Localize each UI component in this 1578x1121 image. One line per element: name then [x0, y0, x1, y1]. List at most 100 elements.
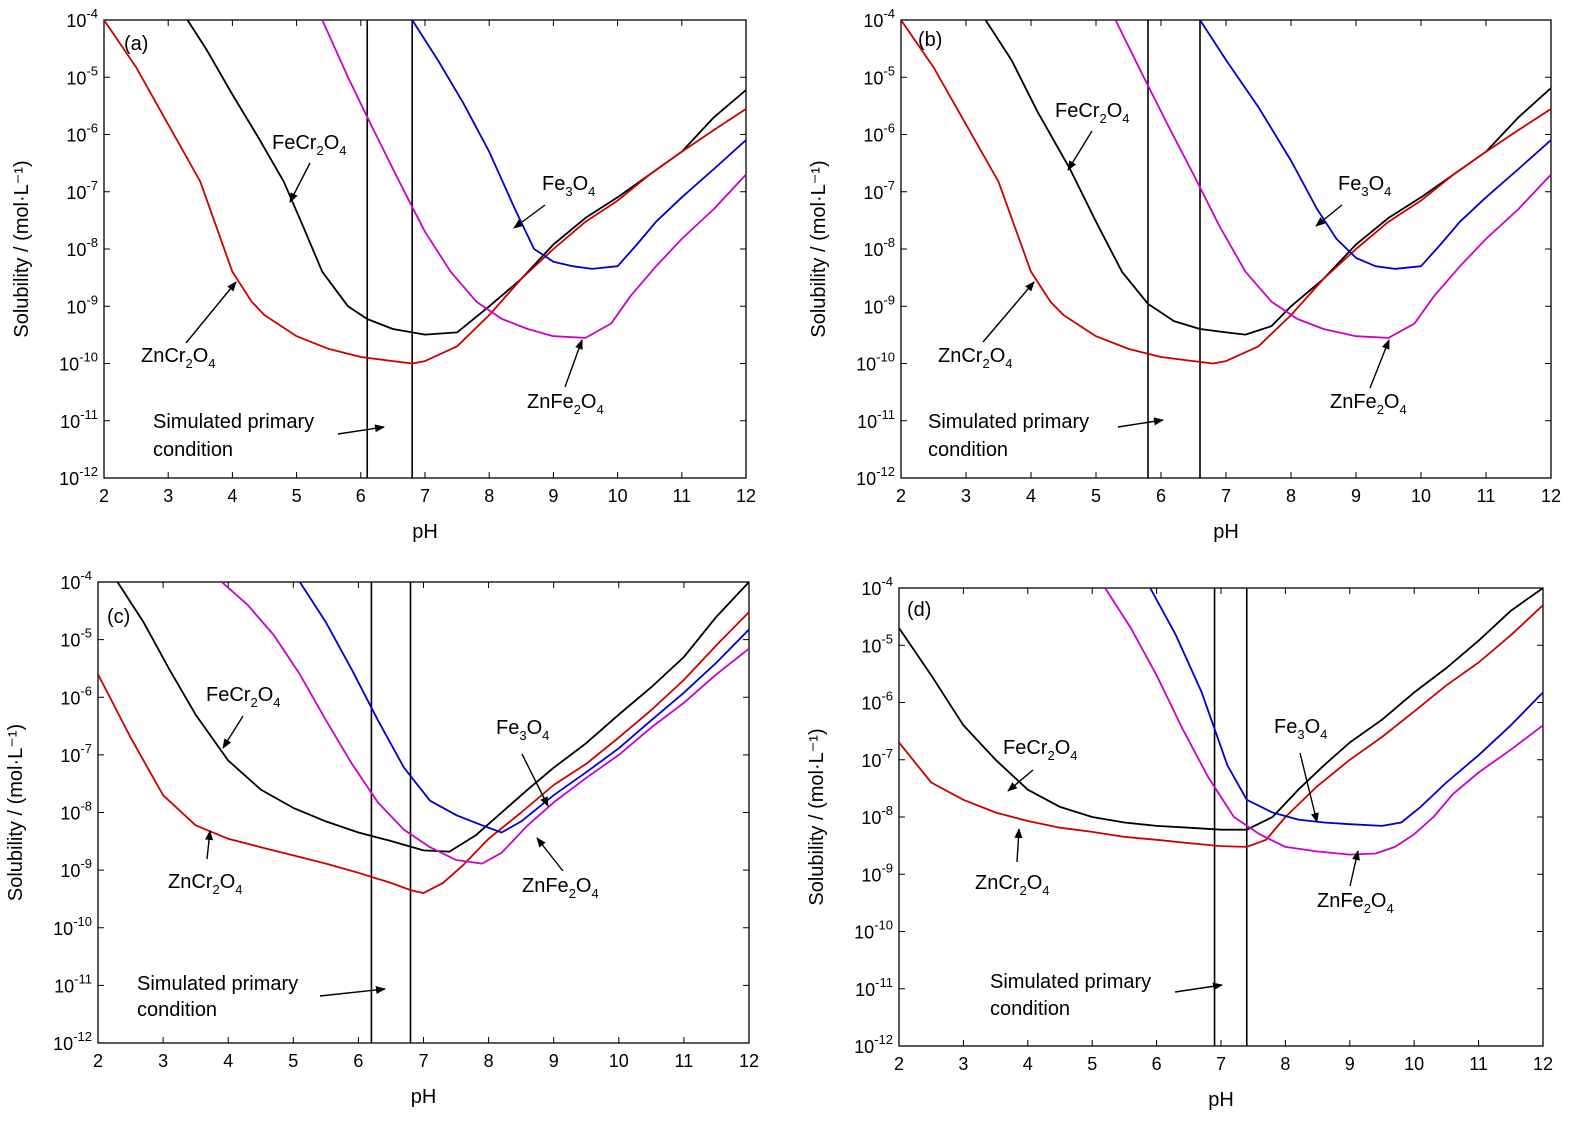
label-znfe2o4: ZnFe2O4 — [527, 391, 604, 417]
arrow-fecr2o4 — [1067, 130, 1093, 171]
x-axis-label: pH — [412, 521, 438, 543]
x-tick-label: 6 — [1152, 1054, 1162, 1074]
series-line-zncr2o4 — [98, 611, 749, 894]
panel-label: (c) — [107, 606, 130, 628]
series-line-zncr2o4 — [899, 604, 1543, 848]
arrow-zncr2o4 — [1014, 828, 1023, 863]
x-tick-label: 8 — [484, 486, 494, 506]
x-tick-label: 5 — [1087, 1054, 1097, 1074]
label-fe3o4: Fe3O4 — [496, 717, 549, 743]
y-tick-label: 10-7 — [60, 741, 92, 766]
x-tick-label: 5 — [292, 486, 302, 506]
x-tick-label: 6 — [1156, 486, 1166, 506]
x-tick-label: 2 — [93, 1051, 103, 1071]
y-tick-label: 10-6 — [66, 121, 98, 146]
x-tick-label: 4 — [227, 486, 237, 506]
label-condition: condition — [928, 439, 1008, 461]
y-tick-label: 10-12 — [53, 1029, 92, 1054]
y-tick-label: 10-5 — [861, 631, 893, 656]
label-fe3o4: Fe3O4 — [542, 173, 595, 199]
y-axis-label: Solubility / (mol·L⁻¹) — [806, 728, 828, 905]
y-tick-label: 10-7 — [861, 746, 893, 771]
chart-panel-1: 2 3 4 5 6 7 8 9 10 11 12 10-12 10-11 10-10 10-9 10-8 10-… — [11, 6, 756, 543]
series-line-zncr2o4 — [901, 20, 1551, 365]
x-axis-label: pH — [1213, 521, 1239, 543]
x-tick-label: 2 — [896, 486, 906, 506]
x-tick-label: 10 — [608, 486, 628, 506]
label-fecr2o4: FeCr2O4 — [206, 684, 280, 710]
panel-label: (a) — [124, 33, 148, 55]
y-tick-label: 10-9 — [66, 292, 98, 317]
label-fecr2o4: FeCr2O4 — [272, 132, 346, 158]
x-tick-label: 11 — [1469, 1054, 1488, 1074]
label-zncr2o4: ZnCr2O4 — [168, 871, 242, 897]
label-znfe2o4: ZnFe2O4 — [522, 875, 599, 901]
x-tick-label: 11 — [672, 486, 691, 506]
label-zncr2o4: ZnCr2O4 — [938, 345, 1012, 371]
arrow-fe3o4 — [1315, 204, 1343, 227]
series-line-fecr2o4 — [899, 588, 1543, 831]
series-line-fe3o4 — [299, 582, 749, 834]
chart-panel-2: 2 3 4 5 6 7 8 9 10 11 12 10-12 10-11 10-10 10-9 10-8 10-… — [808, 6, 1561, 543]
x-tick-label: 2 — [99, 486, 109, 506]
y-tick-label: 10-11 — [855, 975, 893, 1000]
arrow-fecr2o4 — [289, 162, 311, 203]
y-tick-label: 10-11 — [857, 407, 895, 432]
x-tick-label: 2 — [894, 1054, 904, 1074]
y-tick-label: 10-5 — [66, 63, 98, 88]
x-tick-label: 7 — [418, 1051, 428, 1071]
x-tick-label: 12 — [1541, 486, 1561, 506]
y-tick-label: 10-12 — [59, 464, 98, 489]
series-line-znfe2o4 — [321, 20, 746, 339]
y-tick-label: 10-12 — [856, 464, 895, 489]
label-znfe2o4: ZnFe2O4 — [1317, 890, 1394, 916]
x-tick-label: 7 — [420, 486, 430, 506]
x-tick-label: 12 — [736, 486, 756, 506]
x-tick-label: 6 — [356, 486, 366, 506]
y-tick-label: 10-7 — [863, 178, 895, 203]
label-fecr2o4: FeCr2O4 — [1003, 737, 1077, 763]
series-line-znfe2o4 — [1114, 20, 1551, 339]
y-tick-label: 10-7 — [66, 178, 98, 203]
y-tick-label: 10-11 — [60, 407, 98, 432]
y-tick-label: 10-4 — [60, 568, 92, 593]
y-tick-label: 10-8 — [863, 235, 895, 260]
arrow-simulated-condition — [337, 424, 385, 435]
x-tick-label: 10 — [609, 1051, 629, 1071]
x-axis-label: pH — [1208, 1089, 1234, 1111]
label-znfe2o4: ZnFe2O4 — [1330, 391, 1407, 417]
y-tick-label: 10-6 — [861, 689, 893, 714]
chart-panel-4: 2 3 4 5 6 7 8 9 10 11 12 10-12 10-11 10-10 10-9 10-8 10-… — [806, 574, 1553, 1111]
x-tick-label: 7 — [1216, 1054, 1226, 1074]
y-tick-label: 10-10 — [854, 918, 893, 943]
label-simulated-primary: Simulated primary — [137, 973, 298, 995]
arrow-fecr2o4 — [222, 715, 244, 749]
arrow-fe3o4 — [513, 204, 546, 229]
y-tick-label: 10-5 — [60, 626, 92, 651]
x-tick-label: 10 — [1411, 486, 1431, 506]
x-tick-label: 3 — [958, 1054, 968, 1074]
y-tick-label: 10-4 — [863, 6, 895, 31]
x-tick-label: 5 — [1091, 486, 1101, 506]
label-condition: condition — [137, 999, 217, 1021]
y-tick-label: 10-9 — [863, 292, 895, 317]
x-tick-label: 4 — [1026, 486, 1036, 506]
arrow-znfe2o4 — [1369, 339, 1390, 389]
x-tick-label: 9 — [548, 486, 558, 506]
panel-label: (b) — [918, 29, 942, 51]
y-tick-label: 10-8 — [66, 235, 98, 260]
label-condition: condition — [153, 439, 233, 461]
x-tick-label: 8 — [1280, 1054, 1290, 1074]
y-tick-label: 10-9 — [60, 856, 92, 881]
x-tick-label: 3 — [163, 486, 173, 506]
x-tick-label: 9 — [1351, 486, 1361, 506]
label-zncr2o4: ZnCr2O4 — [975, 872, 1049, 898]
y-tick-label: 10-10 — [53, 914, 92, 939]
series-line-fe3o4 — [411, 20, 746, 270]
x-tick-label: 8 — [484, 1051, 494, 1071]
x-tick-label: 7 — [1221, 486, 1231, 506]
x-tick-label: 10 — [1404, 1054, 1424, 1074]
y-tick-label: 10-8 — [861, 803, 893, 828]
y-tick-label: 10-10 — [59, 350, 98, 375]
x-tick-label: 6 — [353, 1051, 363, 1071]
